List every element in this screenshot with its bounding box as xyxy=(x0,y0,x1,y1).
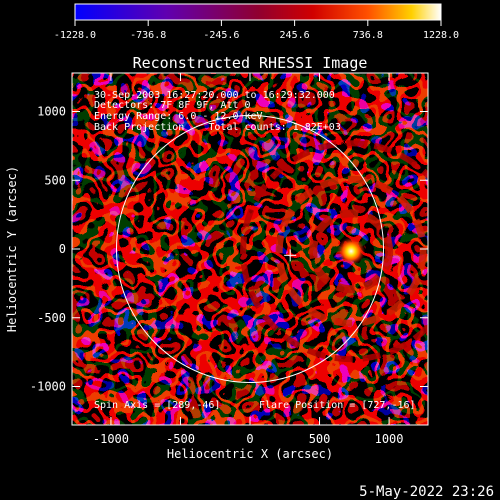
spin-axis-label: Spin Axis = [289,-46] xyxy=(94,400,220,411)
flare-source xyxy=(337,237,366,266)
x-axis: -1000 -500 0 500 1000 xyxy=(93,73,404,446)
info-line-method: Back Projection Total counts: 1.82E+03 xyxy=(94,122,341,133)
heatmap-texture xyxy=(72,73,428,425)
flare-ring-structure xyxy=(240,140,428,363)
colorbar-ticks: -1228.0 -736.8 -245.6 245.6 736.8 1228.0 xyxy=(54,20,459,41)
x-tick-label: 500 xyxy=(309,432,331,446)
x-tick-label: -1000 xyxy=(93,432,129,446)
colorbar-tick-label: 245.6 xyxy=(280,30,310,41)
x-tick-label: -500 xyxy=(166,432,195,446)
colorbar-gradient xyxy=(74,3,442,21)
flare-ring xyxy=(275,175,427,327)
info-line-time: 30-Sep-2003 16:27:20.000 to 16:29:32.000 xyxy=(94,90,335,101)
colorbar-tick-label: -1228.0 xyxy=(54,30,96,41)
y-tick-label: 1000 xyxy=(37,105,66,119)
y-tick-label: 0 xyxy=(59,242,66,256)
y-axis: -1000 -500 0 500 1000 xyxy=(30,105,428,394)
x-axis-label: Heliocentric X (arcsec) xyxy=(167,447,333,461)
spin-axis-marker xyxy=(284,249,297,262)
colorbar-tick-label: 736.8 xyxy=(353,30,383,41)
colorbar: -1228.0 -736.8 -245.6 245.6 736.8 1228.0 xyxy=(54,3,459,41)
colorbar-tick-label: -736.8 xyxy=(130,30,166,41)
info-line-energy: Energy Range: 6.0 - 12.0 keV xyxy=(94,111,263,122)
y-tick-label: 500 xyxy=(44,173,66,187)
plot-area xyxy=(72,73,428,425)
y-axis-label: Heliocentric Y (arcsec) xyxy=(5,166,19,332)
footer-date: 5-May-2022 23:26 xyxy=(359,484,494,500)
x-tick-label: 0 xyxy=(246,432,253,446)
solar-limb-circle xyxy=(116,115,384,383)
colorbar-tick-label: -245.6 xyxy=(203,30,239,41)
flare-ring xyxy=(240,140,428,363)
flare-position-label: Flare Position = [727,-16] xyxy=(259,400,416,411)
colorbar-tick-label: 1228.0 xyxy=(423,30,459,41)
info-line-detectors: Detectors: 7F 8F 9F, Att 0 xyxy=(94,100,251,111)
y-tick-label: -500 xyxy=(37,311,66,325)
info-text: 30-Sep-2003 16:27:20.000 to 16:29:32.000… xyxy=(94,90,416,411)
flare-ring xyxy=(309,209,394,294)
y-tick-label: -1000 xyxy=(30,380,66,394)
x-tick-label: 1000 xyxy=(375,432,404,446)
chart-title: Reconstructed RHESSI Image xyxy=(133,54,368,72)
